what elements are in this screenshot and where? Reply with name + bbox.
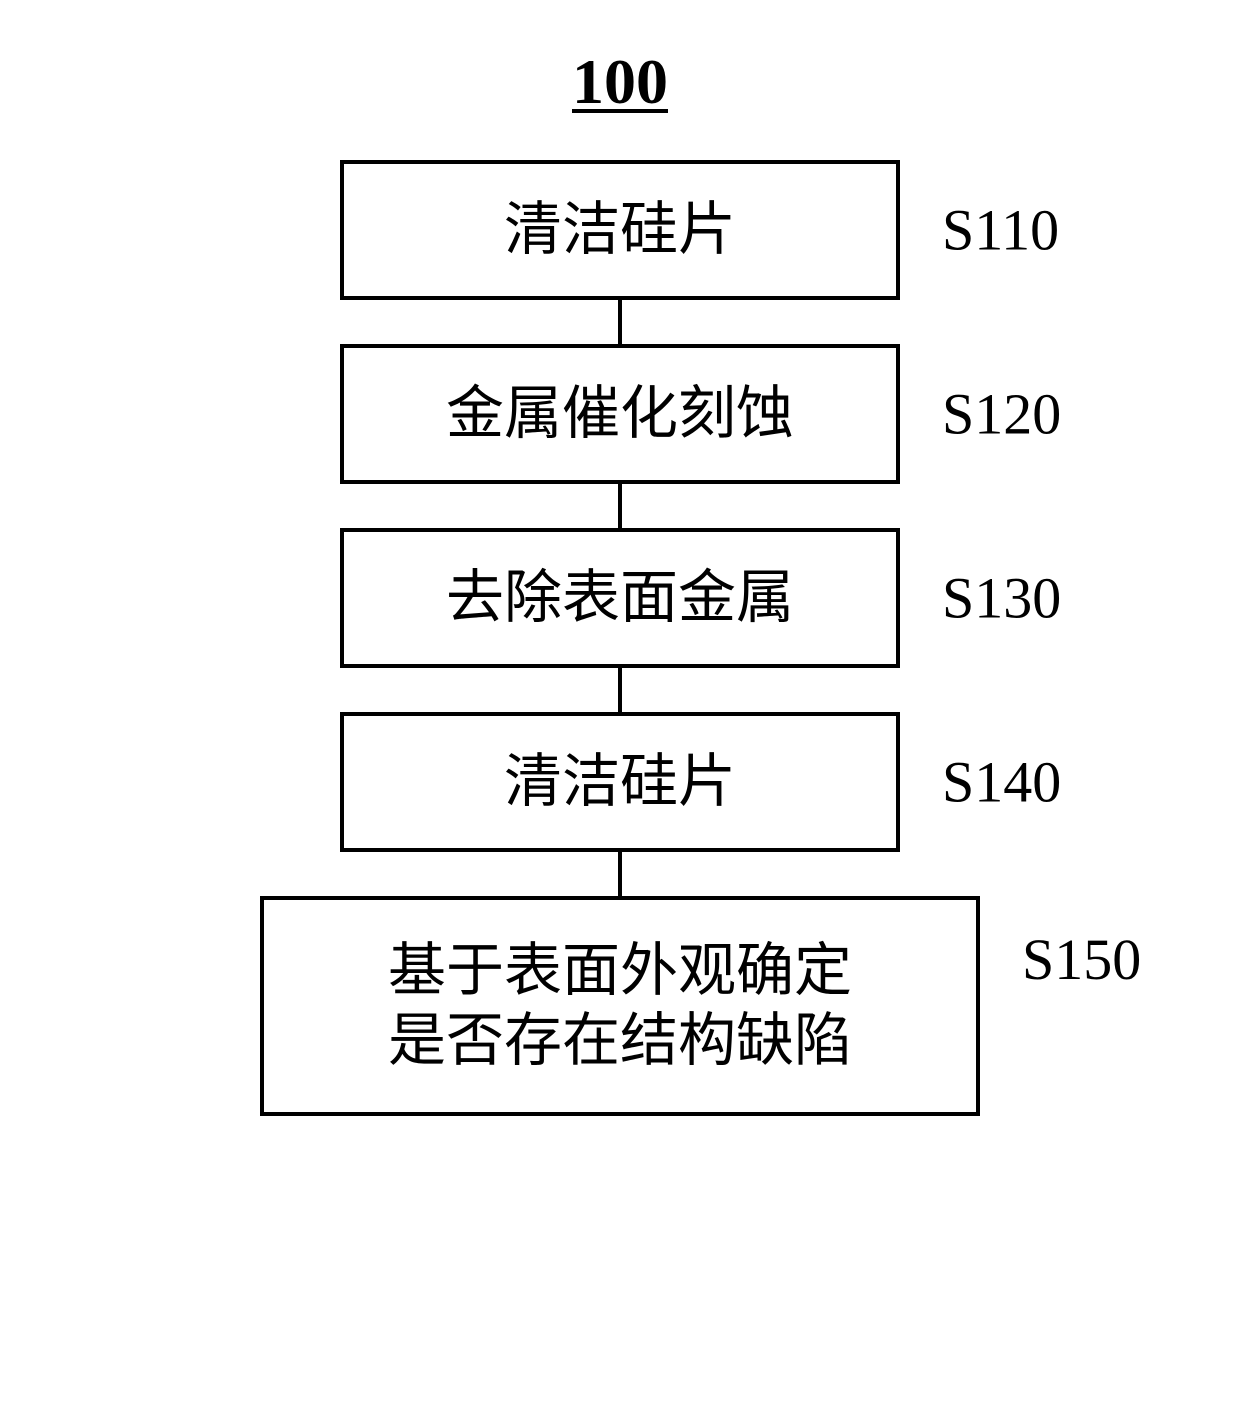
step-text-2: 去除表面金属 <box>446 563 794 633</box>
step-label-2: S130 <box>942 565 1061 632</box>
step-text-3: 清洁硅片 <box>504 747 736 817</box>
flowchart: 清洁硅片 S110 金属催化刻蚀 S120 去除表面金属 S130 清洁硅片 S… <box>260 160 980 1116</box>
step-box-4: 基于表面外观确定是否存在结构缺陷 <box>260 896 980 1116</box>
connector-0-1 <box>618 300 622 344</box>
step-box-3: 清洁硅片 <box>340 712 900 852</box>
step-box-1: 金属催化刻蚀 <box>340 344 900 484</box>
diagram-title: 100 <box>572 45 668 119</box>
step-label-4: S150 <box>1022 926 1141 993</box>
step-row-0: 清洁硅片 S110 <box>340 160 900 300</box>
connector-3-4 <box>618 852 622 896</box>
connector-1-2 <box>618 484 622 528</box>
step-label-3: S140 <box>942 749 1061 816</box>
step-text-1: 金属催化刻蚀 <box>446 379 794 449</box>
step-box-0: 清洁硅片 <box>340 160 900 300</box>
connector-2-3 <box>618 668 622 712</box>
step-row-4: 基于表面外观确定是否存在结构缺陷 S150 <box>260 896 980 1116</box>
step-row-2: 去除表面金属 S130 <box>340 528 900 668</box>
step-row-3: 清洁硅片 S140 <box>340 712 900 852</box>
step-label-1: S120 <box>942 381 1061 448</box>
step-text-4: 基于表面外观确定是否存在结构缺陷 <box>388 936 852 1075</box>
step-row-1: 金属催化刻蚀 S120 <box>340 344 900 484</box>
step-box-2: 去除表面金属 <box>340 528 900 668</box>
step-text-0: 清洁硅片 <box>504 195 736 265</box>
step-label-0: S110 <box>942 197 1059 264</box>
